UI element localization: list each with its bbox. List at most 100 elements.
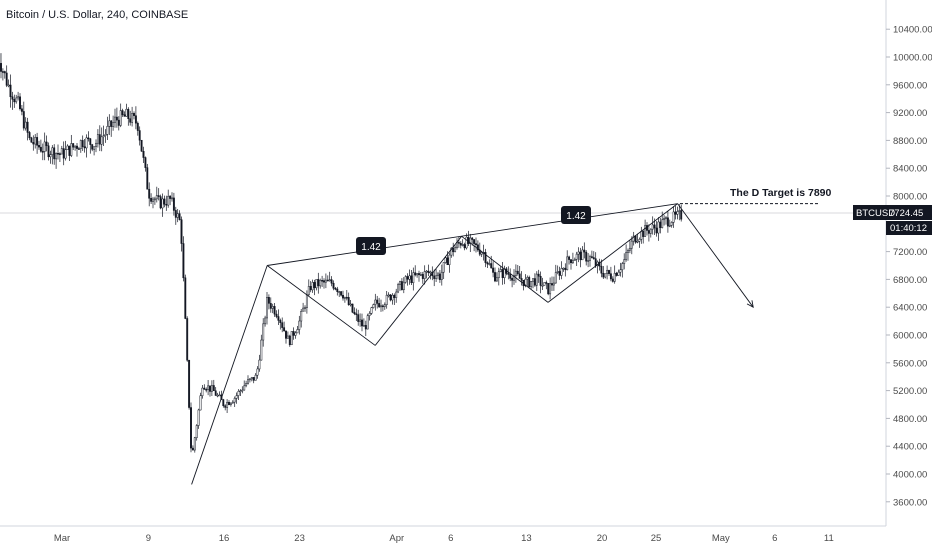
- candle-body: [96, 134, 99, 144]
- candle-body: [288, 335, 291, 346]
- candle-body: [275, 313, 278, 317]
- candle-body: [638, 239, 641, 242]
- candle-body: [85, 137, 88, 149]
- pattern-leg[interactable]: [547, 203, 678, 303]
- price-tick-label: 9200.00: [893, 108, 927, 119]
- candle-body: [530, 281, 533, 288]
- candle-body: [520, 278, 523, 281]
- candle-body: [480, 252, 483, 255]
- candle-body: [326, 279, 329, 282]
- candle-body: [414, 272, 417, 276]
- candle-body: [495, 277, 498, 282]
- pattern-leg[interactable]: [461, 235, 549, 303]
- candle-body: [543, 282, 546, 286]
- candle-body: [267, 297, 270, 304]
- ratio-badge-1[interactable]: [356, 237, 386, 255]
- candle-body: [552, 282, 555, 286]
- pattern-leg[interactable]: [266, 265, 376, 346]
- candle-body: [167, 195, 170, 206]
- candle-body: [670, 222, 673, 226]
- candle-body: [266, 297, 268, 319]
- candle-body: [494, 272, 496, 282]
- last-price-badge[interactable]: [853, 205, 932, 220]
- candle-body: [602, 272, 605, 278]
- time-tick-label: 9: [146, 533, 151, 544]
- candle-body: [362, 325, 365, 327]
- candle-body: [613, 272, 616, 282]
- candle-body: [311, 282, 314, 291]
- harmonic-pattern[interactable]: [191, 203, 754, 485]
- candle-body: [203, 387, 206, 390]
- candle-body: [239, 390, 242, 392]
- candle-body: [454, 247, 457, 253]
- candle-body: [89, 138, 92, 145]
- candle-body: [39, 146, 42, 152]
- price-axis[interactable]: 10400.00 10000.00 9600.00 9200.00 8800.00 840…: [886, 25, 932, 509]
- candle-body: [444, 257, 447, 263]
- pattern-leg[interactable]: [191, 265, 268, 485]
- candle-body: [283, 327, 286, 332]
- candle-body: [402, 281, 405, 290]
- trendline[interactable]: [267, 203, 678, 266]
- candle-body: [587, 260, 590, 262]
- candle-body: [273, 306, 276, 315]
- candle-body: [336, 288, 339, 292]
- candle-body: [551, 283, 553, 286]
- time-axis[interactable]: Mar 9 16 23 Apr 6 13 20 25 May 6 11: [54, 533, 834, 544]
- candle-body: [330, 279, 333, 284]
- candle-body: [161, 198, 164, 209]
- ratio-badge-2[interactable]: [561, 206, 591, 224]
- candle-body: [93, 146, 96, 150]
- candle-body: [76, 145, 78, 149]
- target-annotation[interactable]: The D Target is 7890: [730, 187, 832, 199]
- candle-body: [3, 71, 6, 74]
- candle-body: [108, 120, 111, 127]
- candle-body: [313, 282, 316, 289]
- candle-body: [380, 305, 382, 308]
- candle-body: [159, 196, 162, 209]
- candle-body: [609, 273, 612, 280]
- candle-body: [235, 395, 238, 399]
- candle-body: [256, 368, 259, 376]
- candle-body: [298, 320, 301, 330]
- price-tick-label: 8800.00: [893, 136, 927, 147]
- candle-body: [112, 122, 115, 127]
- candle-body: [15, 97, 18, 103]
- candle-body: [182, 243, 185, 279]
- candle-body: [467, 236, 470, 244]
- candle-body: [566, 256, 569, 271]
- pattern-leg[interactable]: [374, 236, 462, 346]
- candle-body: [218, 394, 221, 397]
- candle-body: [368, 313, 371, 316]
- candle-body: [123, 114, 126, 117]
- candle-body: [516, 270, 519, 275]
- candle-body: [176, 213, 179, 218]
- candle-body: [317, 279, 320, 287]
- candle-body: [110, 120, 113, 127]
- time-tick-label: 20: [597, 533, 608, 544]
- candle-body: [104, 134, 107, 136]
- candle-body: [421, 274, 424, 279]
- candle-body: [296, 329, 299, 334]
- candle-body: [237, 391, 240, 396]
- candle-body: [537, 273, 540, 277]
- candle-body: [24, 121, 27, 129]
- candles-layer: [0, 53, 683, 453]
- candle-body: [571, 260, 574, 264]
- candle-body: [304, 307, 306, 309]
- candle-body: [503, 268, 506, 278]
- candle-body: [509, 274, 512, 279]
- candle-body: [475, 243, 477, 246]
- candle-body: [577, 251, 580, 255]
- candle-body: [539, 275, 542, 286]
- price-tick-label: 5600.00: [893, 358, 927, 369]
- candle-body: [461, 244, 464, 246]
- candle-body: [476, 244, 479, 251]
- candle-body: [549, 283, 552, 295]
- candle-body: [136, 122, 139, 131]
- candle-body: [562, 267, 565, 270]
- candle-body: [319, 280, 322, 287]
- projection-arrow[interactable]: [677, 203, 754, 308]
- candle-body: [617, 271, 620, 276]
